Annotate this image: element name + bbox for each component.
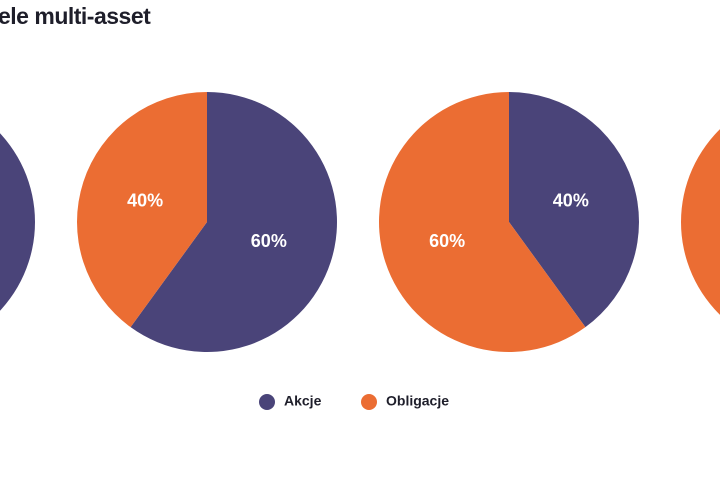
- pie-slice: [378, 92, 586, 353]
- value-label: 40%: [127, 191, 163, 211]
- value-label: 40%: [553, 191, 589, 211]
- pie-slice: [130, 92, 338, 352]
- legend-marker: [259, 394, 275, 410]
- legend-label: Obligacje: [386, 393, 449, 409]
- pie-slice: [681, 129, 720, 315]
- pie-slice: [509, 92, 639, 328]
- legend-marker: [361, 394, 377, 410]
- pie-slice: [0, 133, 35, 311]
- pie-slice: [77, 92, 207, 328]
- legend-label: Akcje: [284, 393, 322, 409]
- value-label: 60%: [429, 231, 465, 251]
- chart-title: ele multi-asset: [0, 3, 151, 29]
- value-label: 60%: [251, 231, 287, 251]
